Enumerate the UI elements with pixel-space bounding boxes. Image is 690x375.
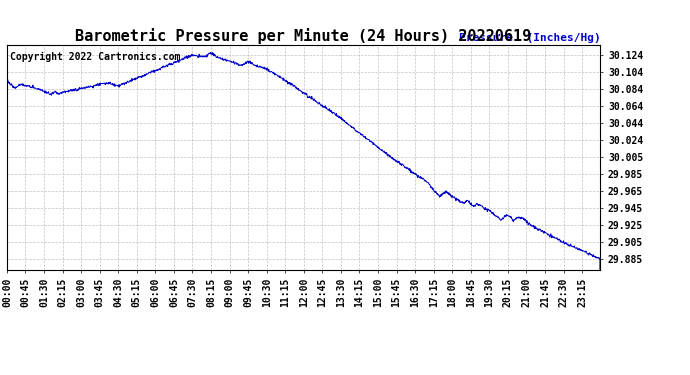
- Text: Copyright 2022 Cartronics.com: Copyright 2022 Cartronics.com: [10, 52, 180, 62]
- Text: Pressure  (Inches/Hg): Pressure (Inches/Hg): [459, 33, 600, 43]
- Title: Barometric Pressure per Minute (24 Hours) 20220619: Barometric Pressure per Minute (24 Hours…: [75, 28, 532, 44]
